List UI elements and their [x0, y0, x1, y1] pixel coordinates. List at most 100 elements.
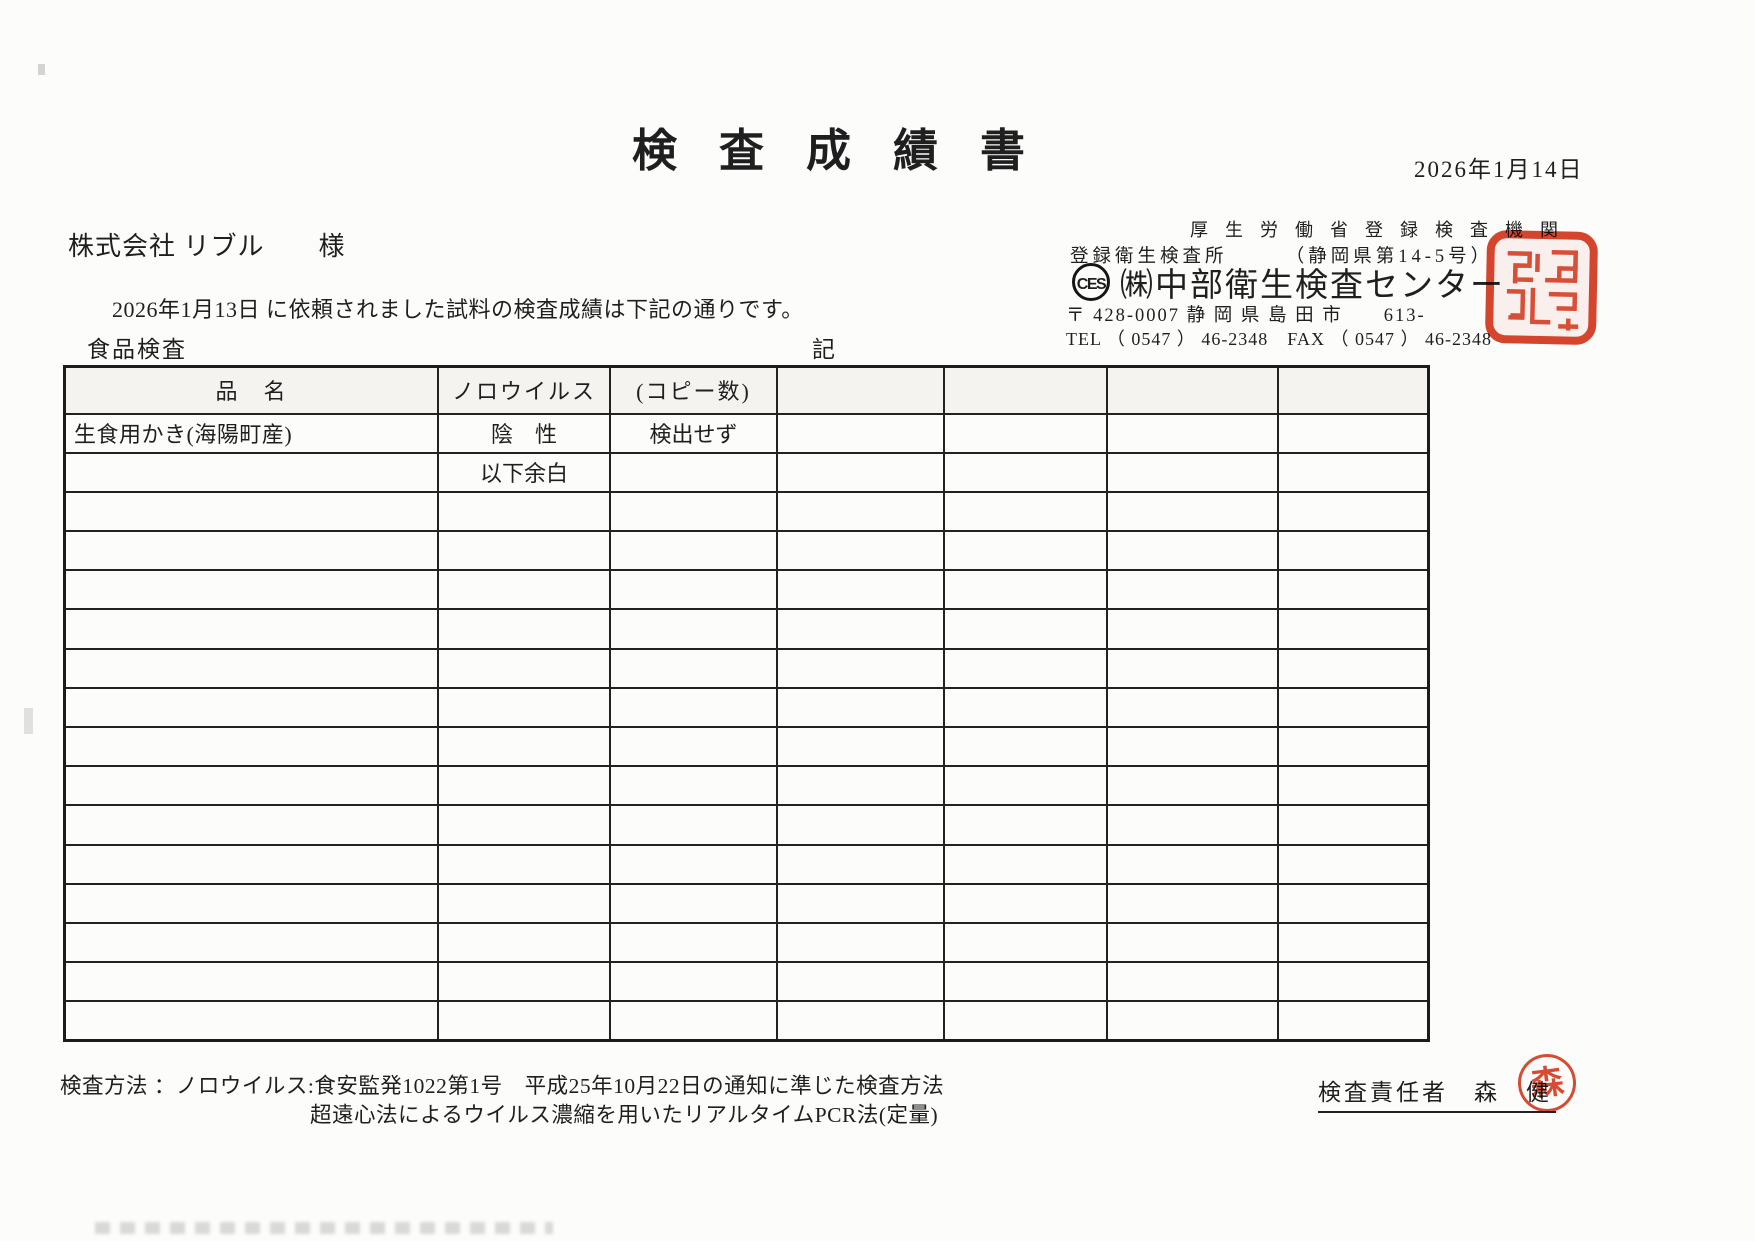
- table-cell: [1106, 882, 1279, 924]
- table-cell: [63, 608, 439, 650]
- table-cell: [776, 569, 945, 611]
- table-cell: [609, 921, 778, 964]
- table-cell: [1106, 843, 1279, 885]
- table-cell: [943, 490, 1108, 533]
- agency-registration-line: 厚生労働省登録検査機関: [1190, 220, 1575, 240]
- table-cell: [63, 490, 439, 533]
- table-cell: [1106, 412, 1279, 454]
- agency-license-line: 登録衛生検査所 （静岡県第14-5号）: [1070, 247, 1494, 267]
- table-cell: [943, 961, 1108, 1003]
- table-row: [63, 608, 1430, 650]
- table-cell: [63, 451, 439, 493]
- table-cell: [943, 530, 1108, 572]
- table-cell: [776, 804, 945, 846]
- table-cell: [609, 843, 778, 885]
- table-cell: [1106, 569, 1279, 611]
- table-cell: [1277, 843, 1430, 885]
- table-cell: [63, 569, 439, 611]
- table-cell: [609, 451, 778, 493]
- table-row: 生食用かき(海陽町産) 陰 性検出せず: [63, 412, 1430, 454]
- table-cell: [1277, 451, 1430, 493]
- table-cell: [609, 686, 778, 729]
- table-cell: [1277, 686, 1430, 729]
- table-cell: [776, 686, 945, 729]
- table-cell: [63, 725, 439, 768]
- table-cell: [609, 725, 778, 768]
- section-label-food-inspection: 食品検査: [85, 330, 193, 369]
- table-cell: [776, 882, 945, 924]
- table-cell: [943, 921, 1108, 964]
- test-method-line2: 超遠心法によるウイルス濃縮を用いたリアルタイムPCR法(定量): [310, 1103, 939, 1127]
- table-cell: [63, 921, 439, 964]
- table-cell: [609, 569, 778, 611]
- table-cell: [943, 412, 1108, 454]
- table-cell: [776, 961, 945, 1003]
- table-cell: [437, 961, 611, 1003]
- table-cell: [609, 490, 778, 533]
- table-cell: [63, 843, 439, 885]
- table-cell: [943, 725, 1108, 768]
- table-cell: [776, 490, 945, 533]
- company-seal-stamp-icon: [1484, 229, 1599, 346]
- table-cell: [1277, 647, 1430, 689]
- agency-name: ㈱中部衛生検査センター: [1120, 268, 1505, 304]
- table-cell: [437, 921, 611, 964]
- issue-date: 2026年1月14日: [1414, 157, 1584, 182]
- table-cell: [1277, 490, 1430, 533]
- request-line: 2026年1月13日 に依頼されました試料の検査成績は下記の通りです。: [112, 297, 804, 322]
- table-cell: [63, 1000, 439, 1042]
- table-cell: [943, 451, 1108, 493]
- table-row: [63, 1000, 1430, 1042]
- table-cell: [437, 725, 611, 768]
- scan-speck: [24, 708, 33, 734]
- table-row: [63, 921, 1430, 964]
- table-row: [63, 765, 1430, 807]
- table-cell: [1277, 961, 1430, 1003]
- table-cell: [437, 608, 611, 650]
- table-cell: [1106, 961, 1279, 1003]
- table-row: [63, 647, 1430, 689]
- table-cell: [63, 686, 439, 729]
- table-cell: [1106, 765, 1279, 807]
- table-cell: [437, 530, 611, 572]
- table-cell: [1277, 882, 1430, 924]
- table-cell: [609, 530, 778, 572]
- table-cell: [776, 412, 945, 454]
- table-cell: [437, 843, 611, 885]
- table-cell: [1106, 804, 1279, 846]
- table-cell: [943, 804, 1108, 846]
- table-cell: [63, 530, 439, 572]
- agency-address: 〒 428-0007 静 岡 県 島 田 市 613-: [1066, 306, 1426, 326]
- table-cell: [776, 608, 945, 650]
- results-table: 品 名ノロウイルス (コピー数) 生食用かき(海陽町産) 陰 性検出せず 以下余白: [63, 365, 1430, 1042]
- column-header: [1106, 365, 1279, 415]
- table-cell: [776, 647, 945, 689]
- table-cell: [943, 608, 1108, 650]
- table-cell: [1277, 1000, 1430, 1042]
- table-cell: [776, 451, 945, 493]
- table-cell: [776, 843, 945, 885]
- table-cell: [437, 1000, 611, 1042]
- record-mark: 記: [812, 337, 835, 362]
- column-header: 品 名: [63, 365, 439, 415]
- table-row: [63, 530, 1430, 572]
- agency-tel-fax: TEL （ 0547 ） 46-2348 FAX （ 0547 ） 46-234…: [1066, 329, 1492, 349]
- agency-name-row: CES ㈱中部衛生検査センター: [1072, 260, 1505, 304]
- test-method-note: 検査方法 ：ノロウイルス:食安監発1022第1号 平成25年10月22日の通知に…: [60, 1072, 944, 1130]
- column-header: [776, 365, 945, 415]
- table-cell: [437, 686, 611, 729]
- scan-artifact: [95, 1222, 553, 1234]
- table-cell: [943, 569, 1108, 611]
- table-cell: [63, 765, 439, 807]
- table-cell: [943, 686, 1108, 729]
- table-cell: 生食用かき(海陽町産): [63, 412, 439, 454]
- table-cell: [1106, 647, 1279, 689]
- table-cell: [943, 765, 1108, 807]
- table-cell: [943, 882, 1108, 924]
- table-cell: [63, 647, 439, 689]
- table-cell: 検出せず: [609, 412, 778, 454]
- table-cell: [609, 882, 778, 924]
- table-header-row: 品 名ノロウイルス (コピー数): [63, 365, 1430, 415]
- test-method-line1: 検査方法 ：ノロウイルス:食安監発1022第1号 平成25年10月22日の通知に…: [60, 1074, 945, 1098]
